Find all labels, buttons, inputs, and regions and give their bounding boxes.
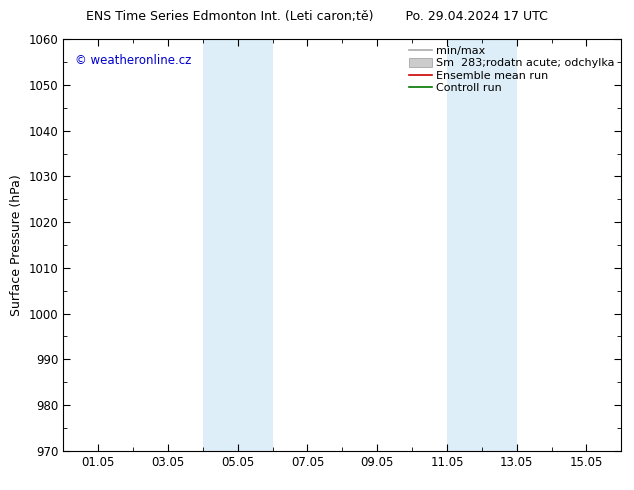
Y-axis label: Surface Pressure (hPa): Surface Pressure (hPa) [10,174,23,316]
Legend: min/max, Sm  283;rodatn acute; odchylka, Ensemble mean run, Controll run: min/max, Sm 283;rodatn acute; odchylka, … [405,42,619,98]
Text: ENS Time Series Edmonton Int. (Leti caron;tě)        Po. 29.04.2024 17 UTC: ENS Time Series Edmonton Int. (Leti caro… [86,10,548,23]
Text: © weatheronline.cz: © weatheronline.cz [75,53,191,67]
Bar [203,39,273,451]
Bar [447,39,517,451]
